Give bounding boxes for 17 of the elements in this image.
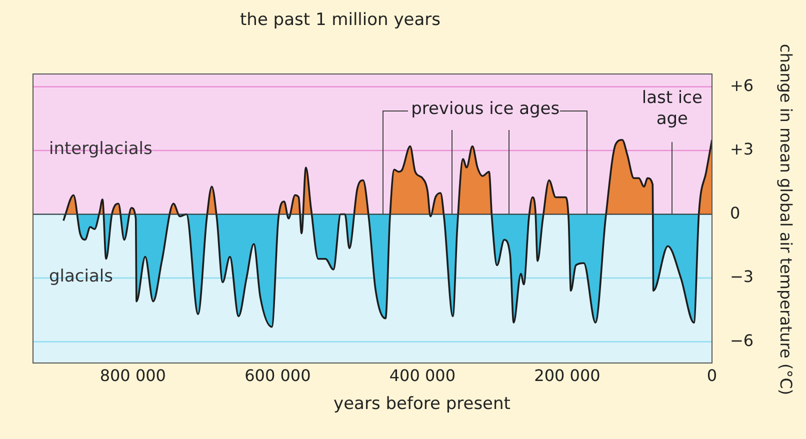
y-tick-label: −3 bbox=[730, 267, 754, 286]
annotation: last ice age bbox=[640, 88, 704, 130]
y-tick-label: 0 bbox=[730, 203, 740, 222]
y-tick-label: +6 bbox=[730, 76, 754, 95]
x-tick-label: 400 000 bbox=[389, 366, 456, 385]
y-tick-label: −6 bbox=[730, 330, 754, 350]
annotation: previous ice ages bbox=[410, 99, 560, 119]
x-tick-label: 0 bbox=[706, 366, 718, 385]
x-tick-label: 200 000 bbox=[534, 366, 600, 385]
x-axis-title: years before present bbox=[332, 394, 512, 414]
x-tick-label: 600 000 bbox=[244, 366, 311, 385]
band-label: interglacials bbox=[49, 138, 152, 159]
y-axis-title: change in mean global air temperature (°C) bbox=[776, 42, 796, 398]
x-tick-label: 800 000 bbox=[100, 366, 166, 385]
chart-title: the past 1 million years bbox=[240, 10, 440, 30]
y-tick-label: +3 bbox=[730, 140, 754, 159]
band-label: glacials bbox=[49, 266, 114, 286]
